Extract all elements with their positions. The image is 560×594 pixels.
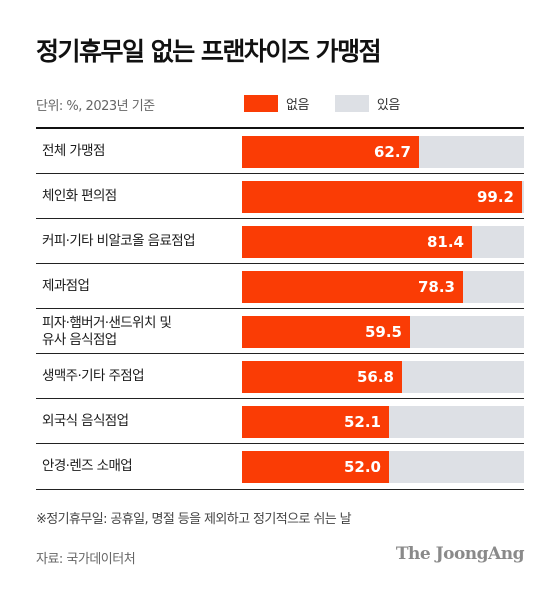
unit-label: 단위: %, 2023년 기준 [36,99,155,114]
chart-row: 생맥주·기타 주점업 56.8 [36,354,524,399]
category-label: 체인화 편의점 [42,188,117,205]
footnote: ※정기휴무일: 공휴일, 명절 등을 제외하고 정기적으로 쉬는 날 [36,512,352,527]
data-label: 59.5 [364,323,402,341]
category-label-line: 유사 음식점업 [42,332,117,348]
chart-row: 체인화 편의점 99.2 [36,174,524,219]
row-divider [36,173,524,174]
bar-none [242,136,419,168]
bar-none [242,226,472,258]
chart-row: 안경·렌즈 소매업 52.0 [36,444,524,489]
chart-meta: 단위: %, 2023년 기준 없음 있음 [36,94,524,114]
bar-track-exists: 52.1 [242,406,524,438]
category-label: 전체 가맹점 [42,143,105,160]
row-divider [36,263,524,264]
bar-none [242,316,410,348]
legend-label-exists: 있음 [376,98,400,113]
legend-swatch-exists [334,95,369,112]
legend-swatch-none [244,95,278,112]
category-label-line: 커피·기타 비알코올 음료점업 [42,233,196,249]
row-divider [36,218,524,219]
source-label: 자료: 국가데이터처 [36,552,136,567]
bar-track-exists: 81.4 [242,226,524,258]
category-label-line: 안경·렌즈 소매업 [42,458,133,474]
top-rule [36,127,524,129]
legend-item-none: 없음 [244,94,309,113]
data-label: 99.2 [476,188,514,206]
row-divider [36,398,524,399]
bar-none [242,361,402,393]
category-label: 커피·기타 비알코올 음료점업 [42,233,196,250]
category-label: 외국식 음식점업 [42,413,129,430]
row-divider [36,308,524,309]
bar-none [242,271,463,303]
category-label: 제과점업 [42,278,90,295]
bar-track-exists: 99.2 [242,181,524,213]
legend-label-none: 없음 [286,98,309,113]
legend-item-exists: 있음 [334,94,400,113]
chart-row: 제과점업 78.3 [36,264,524,309]
data-label: 52.0 [343,458,381,476]
category-label-line: 체인화 편의점 [42,188,117,204]
data-label: 52.1 [343,413,381,431]
chart-row: 피자·햄버거·샌드위치 및 유사 음식점업 59.5 [36,309,524,354]
bar-track-exists: 59.5 [242,316,524,348]
bar-none [242,406,389,438]
category-label-line: 전체 가맹점 [42,143,105,159]
row-divider [36,353,524,354]
bottom-rule [36,489,524,490]
category-label-line: 생맥주·기타 주점업 [42,368,145,384]
chart-row: 외국식 음식점업 52.1 [36,399,524,444]
bar-chart: 전체 가맹점 62.7 체인화 편의점 99.2 커피·기타 비알코올 음료점업 81.4… [36,129,524,489]
bar-track-exists: 62.7 [242,136,524,168]
category-label-line: 제과점업 [42,278,90,294]
legend: 없음 있음 [244,94,426,113]
bar-track-exists: 52.0 [242,451,524,483]
bar-none [242,451,389,483]
category-label-line: 외국식 음식점업 [42,413,129,429]
category-label: 안경·렌즈 소매업 [42,458,133,475]
data-label: 56.8 [356,368,394,386]
category-label-line: 피자·햄버거·샌드위치 및 [42,315,172,331]
data-label: 81.4 [426,233,464,251]
category-label: 생맥주·기타 주점업 [42,368,145,385]
bar-none [242,181,522,213]
publisher-logo: The JoongAng [395,544,525,564]
data-label: 62.7 [373,143,411,161]
row-divider [36,443,524,444]
chart-title: 정기휴무일 없는 프랜차이즈 가맹점 [36,37,382,66]
category-label: 피자·햄버거·샌드위치 및 유사 음식점업 [42,315,172,349]
data-label: 78.3 [417,278,455,296]
chart-row: 커피·기타 비알코올 음료점업 81.4 [36,219,524,264]
bar-track-exists: 56.8 [242,361,524,393]
chart-row: 전체 가맹점 62.7 [36,129,524,174]
bar-track-exists: 78.3 [242,271,524,303]
